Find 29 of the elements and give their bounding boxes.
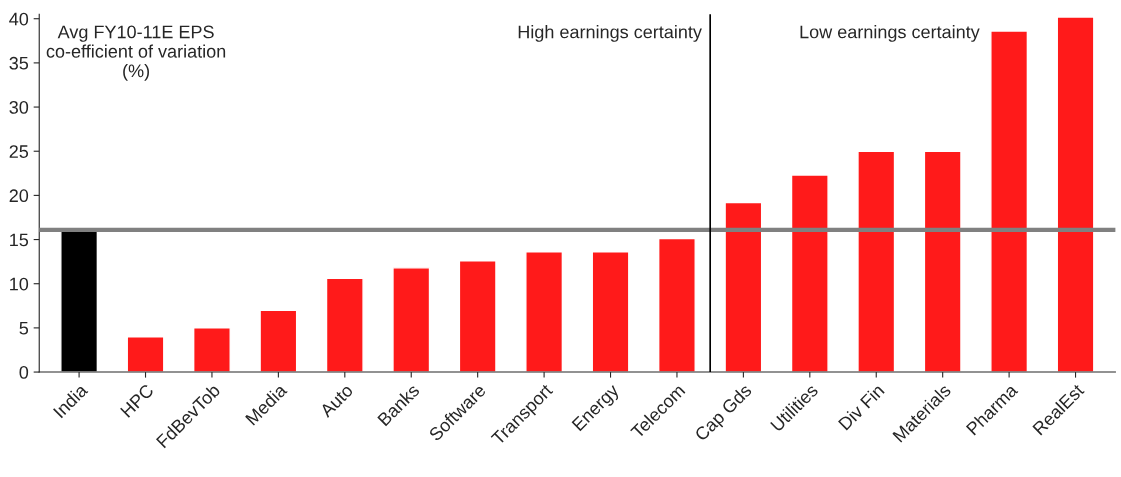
bar (259, 309, 298, 373)
bar (458, 260, 497, 373)
bar (192, 327, 231, 373)
y-tick-label: 5 (19, 322, 29, 335)
bar (724, 201, 763, 373)
bar (591, 251, 630, 373)
y-tick-label: 30 (9, 100, 29, 114)
annotation: Avg FY10-11E EPS co-efficient of variation (%) (46, 25, 226, 81)
y-tick-label: 35 (9, 56, 29, 70)
bar (1056, 16, 1095, 373)
bar (990, 30, 1029, 373)
annotation: Low earnings certainty (800, 25, 980, 42)
y-tick-label: 15 (10, 233, 29, 247)
bar (790, 174, 829, 373)
bar (325, 277, 364, 373)
x-tick-label: Cap Gds (693, 382, 755, 445)
y-tick-label: 10 (10, 277, 29, 291)
bar (392, 267, 431, 373)
annotation: High earnings certainty (518, 25, 702, 42)
bar (657, 237, 696, 373)
y-tick-label: 20 (9, 189, 29, 203)
bar (923, 150, 962, 373)
y-tick-label: 40 (9, 12, 29, 26)
bar (857, 150, 896, 373)
y-tick-label: 25 (9, 145, 29, 158)
x-tick-label: Div Fin (837, 383, 885, 431)
y-tick-label: 0 (19, 365, 29, 379)
bar (525, 251, 564, 373)
bar (126, 336, 165, 373)
